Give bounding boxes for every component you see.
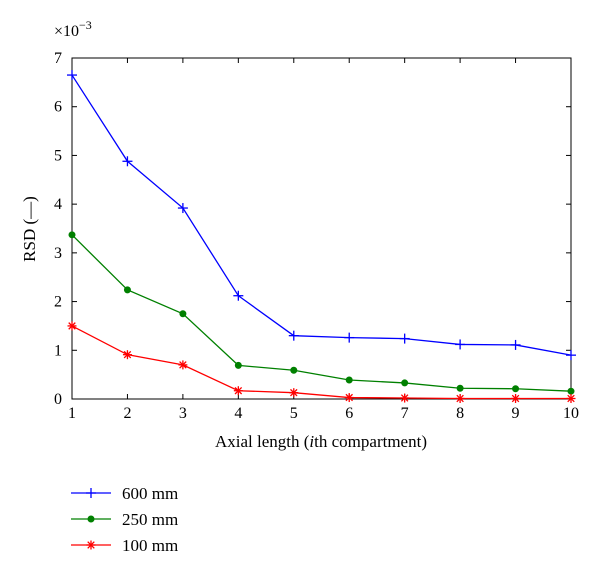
x-tick-label: 9 <box>512 405 520 422</box>
data-point-600-mm <box>233 290 244 301</box>
y-tick-label: 1 <box>54 342 62 359</box>
legend-label: 600 mm <box>122 484 178 503</box>
data-point-250-mm <box>290 366 298 374</box>
plot-border <box>71 57 572 400</box>
x-tick-label: 8 <box>456 405 464 422</box>
data-point-100-mm <box>289 388 299 398</box>
data-point-600-mm <box>399 333 410 344</box>
data-point-600-mm <box>566 350 576 361</box>
plot-frame <box>71 57 572 400</box>
y-tick-label: 4 <box>54 196 62 213</box>
data-point-100-mm <box>400 393 410 403</box>
x-tick-label: 1 <box>68 405 76 422</box>
series-100-mm <box>67 321 576 404</box>
legend-label: 100 mm <box>122 536 178 555</box>
series-line-600-mm <box>71 74 572 356</box>
y-tick-label: 2 <box>54 294 62 311</box>
data-point-250-mm <box>456 384 464 392</box>
data-point-600-mm <box>177 203 188 214</box>
data-point-600-mm <box>288 330 299 341</box>
data-point-100-mm <box>455 394 465 404</box>
data-point-600-mm <box>344 332 355 343</box>
series-line-250-mm <box>71 234 572 392</box>
x-tick-label: 2 <box>123 405 131 422</box>
y-tick-label: 5 <box>54 147 62 164</box>
x-tick-label: 6 <box>345 405 353 422</box>
data-point-600-mm <box>67 70 77 81</box>
y-tick-label: 3 <box>54 245 62 262</box>
x-axis-title: Axial length (ith compartment) <box>215 432 427 451</box>
legend-marker <box>86 540 96 550</box>
data-point-600-mm <box>510 339 521 350</box>
data-point-100-mm <box>122 350 132 360</box>
series-600-mm <box>67 70 576 361</box>
x-tick-label: 10 <box>563 405 579 422</box>
data-point-250-mm <box>123 286 131 294</box>
series-layer <box>67 70 576 404</box>
legend-item-100-mm: 100 mm <box>71 536 178 555</box>
y-tick-label: 0 <box>54 391 62 408</box>
y-tick-label: 7 <box>54 50 62 67</box>
data-point-100-mm <box>67 321 77 331</box>
x-tick-label: 3 <box>179 405 187 422</box>
data-point-250-mm <box>68 231 76 239</box>
data-point-100-mm <box>511 394 521 404</box>
data-point-250-mm <box>567 387 575 395</box>
data-point-100-mm <box>178 360 188 370</box>
data-point-100-mm <box>344 393 354 403</box>
x-tick-label: 5 <box>290 405 298 422</box>
legend-item-600-mm: 600 mm <box>71 484 178 503</box>
x-tick-label: 7 <box>401 405 409 422</box>
data-point-250-mm <box>345 376 353 384</box>
data-point-100-mm <box>566 394 576 404</box>
y-axis-title: RSD (—) <box>20 196 39 262</box>
y-tick-label: 6 <box>54 99 62 116</box>
data-point-600-mm <box>455 339 466 350</box>
legend-item-250-mm: 250 mm <box>71 510 178 529</box>
legend: 600 mm 250 mm 100 mm <box>71 484 178 555</box>
data-point-250-mm <box>401 379 409 387</box>
data-point-250-mm <box>179 310 187 318</box>
data-point-100-mm <box>233 386 243 396</box>
legend-marker <box>87 515 95 523</box>
data-point-250-mm <box>512 385 520 393</box>
data-point-250-mm <box>234 361 242 369</box>
series-line-100-mm <box>71 325 571 400</box>
data-point-600-mm <box>122 156 133 167</box>
x-tick-label: 4 <box>234 405 242 422</box>
legend-marker <box>86 488 96 498</box>
series-250-mm <box>68 231 575 395</box>
legend-label: 250 mm <box>122 510 178 529</box>
y-axis-multiplier: ×10−3 <box>54 18 92 40</box>
